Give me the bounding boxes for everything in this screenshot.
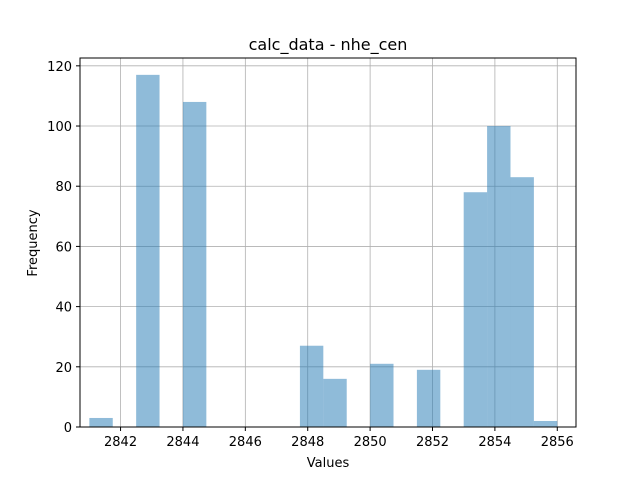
x-tick-label: 2842: [104, 435, 137, 450]
x-tick-label: 2844: [166, 435, 199, 450]
histogram-bar: [182, 101, 207, 427]
histogram-bar: [487, 126, 511, 427]
histogram-bar: [89, 417, 113, 427]
histogram-bar: [136, 74, 160, 428]
y-tick-label: 0: [64, 421, 72, 436]
histogram-bar: [533, 420, 558, 427]
y-tick-label: 60: [55, 240, 72, 255]
y-tick-label: 100: [47, 120, 72, 135]
histogram-bar: [463, 192, 488, 427]
histogram-bar: [323, 378, 347, 427]
histogram-bars: [89, 74, 558, 428]
histogram-bar: [510, 177, 534, 427]
x-tick-label: 2854: [478, 435, 511, 450]
x-tick-label: 2846: [229, 435, 262, 450]
y-tick-label: 120: [47, 60, 72, 75]
y-tick-label: 20: [55, 361, 72, 376]
x-tick-label: 2848: [291, 435, 324, 450]
y-axis-title: Frequency: [26, 209, 41, 276]
x-tick-label: 2856: [541, 435, 574, 450]
histogram-bar: [416, 369, 441, 427]
x-axis-title: Values: [307, 456, 350, 471]
histogram-bar: [370, 363, 394, 427]
x-axis-ticks: 2842 2844 2846 2848 2850 2852 2854 2856: [104, 427, 574, 450]
y-tick-label: 40: [55, 301, 72, 316]
x-tick-label: 2852: [416, 435, 449, 450]
x-tick-label: 2850: [354, 435, 387, 450]
y-axis-ticks: 0 20 40 60 80 100 120: [47, 60, 80, 436]
histogram-bar: [299, 345, 324, 427]
y-tick-label: 80: [55, 180, 72, 195]
chart-title: calc_data - nhe_cen: [249, 35, 408, 55]
plot-frame: [79, 57, 577, 428]
